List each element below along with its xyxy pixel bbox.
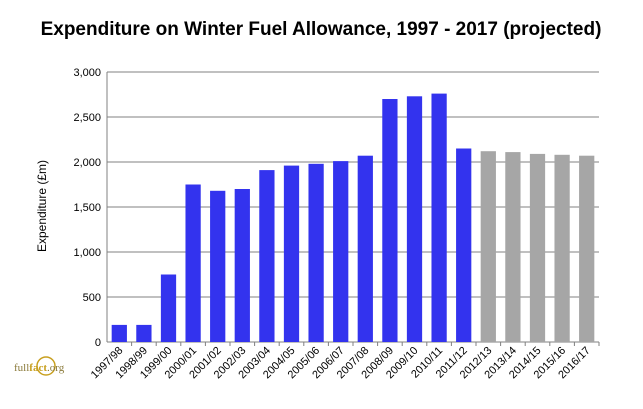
y-tick-label: 1,500 xyxy=(73,202,101,214)
logo-text-fact: fact xyxy=(29,362,47,374)
bar-1997-98 xyxy=(111,324,127,342)
logo-text-full: full xyxy=(14,362,29,374)
y-tick-label: 2,500 xyxy=(73,112,101,124)
bar-2001-02 xyxy=(210,190,226,342)
magnifier-icon xyxy=(36,356,56,376)
bar-2009-10 xyxy=(406,96,423,342)
bar-2010-11 xyxy=(431,93,447,342)
y-tick-label: 0 xyxy=(95,337,101,349)
y-tick-label: 3,000 xyxy=(73,67,101,79)
svg-text:fullfact.org: fullfact.org xyxy=(14,362,65,374)
bar-2014-15 xyxy=(529,153,546,342)
bar-1998-99 xyxy=(136,324,152,342)
y-tick-label: 2,000 xyxy=(73,157,101,169)
gridlines xyxy=(106,71,600,346)
bar-2004-05 xyxy=(283,165,300,342)
bars xyxy=(111,93,595,342)
bar-2015-16 xyxy=(554,154,570,342)
y-axis-label: Expenditure (£m) xyxy=(35,160,49,252)
logo-text-org: .org xyxy=(47,362,65,374)
bar-2013-14 xyxy=(505,152,521,342)
chart-title: Expenditure on Winter Fuel Allowance, 19… xyxy=(41,19,602,40)
y-tick-label: 1,000 xyxy=(73,247,101,259)
bar-2006-07 xyxy=(333,161,349,342)
bar-2000-01 xyxy=(185,184,201,342)
bar-2005-06 xyxy=(308,163,324,342)
y-tick-label: 500 xyxy=(83,292,101,304)
bar-2011-12 xyxy=(456,148,472,342)
bar-2008-09 xyxy=(382,99,398,342)
y-tick-labels: 0 500 1,000 1,500 2,000 2,500 3,000 xyxy=(73,67,101,349)
fullfact-logo: fullfact.org xyxy=(14,356,65,376)
x-tick-labels: 1997/981998/991999/002000/012001/022002/… xyxy=(89,345,593,382)
bar-2016-17 xyxy=(579,155,595,342)
bar-2012-13 xyxy=(480,151,496,342)
bar-2002-03 xyxy=(234,189,250,342)
bar-1999-00 xyxy=(160,274,177,342)
bar-2003-04 xyxy=(259,170,275,342)
bar-2007-08 xyxy=(357,155,373,342)
